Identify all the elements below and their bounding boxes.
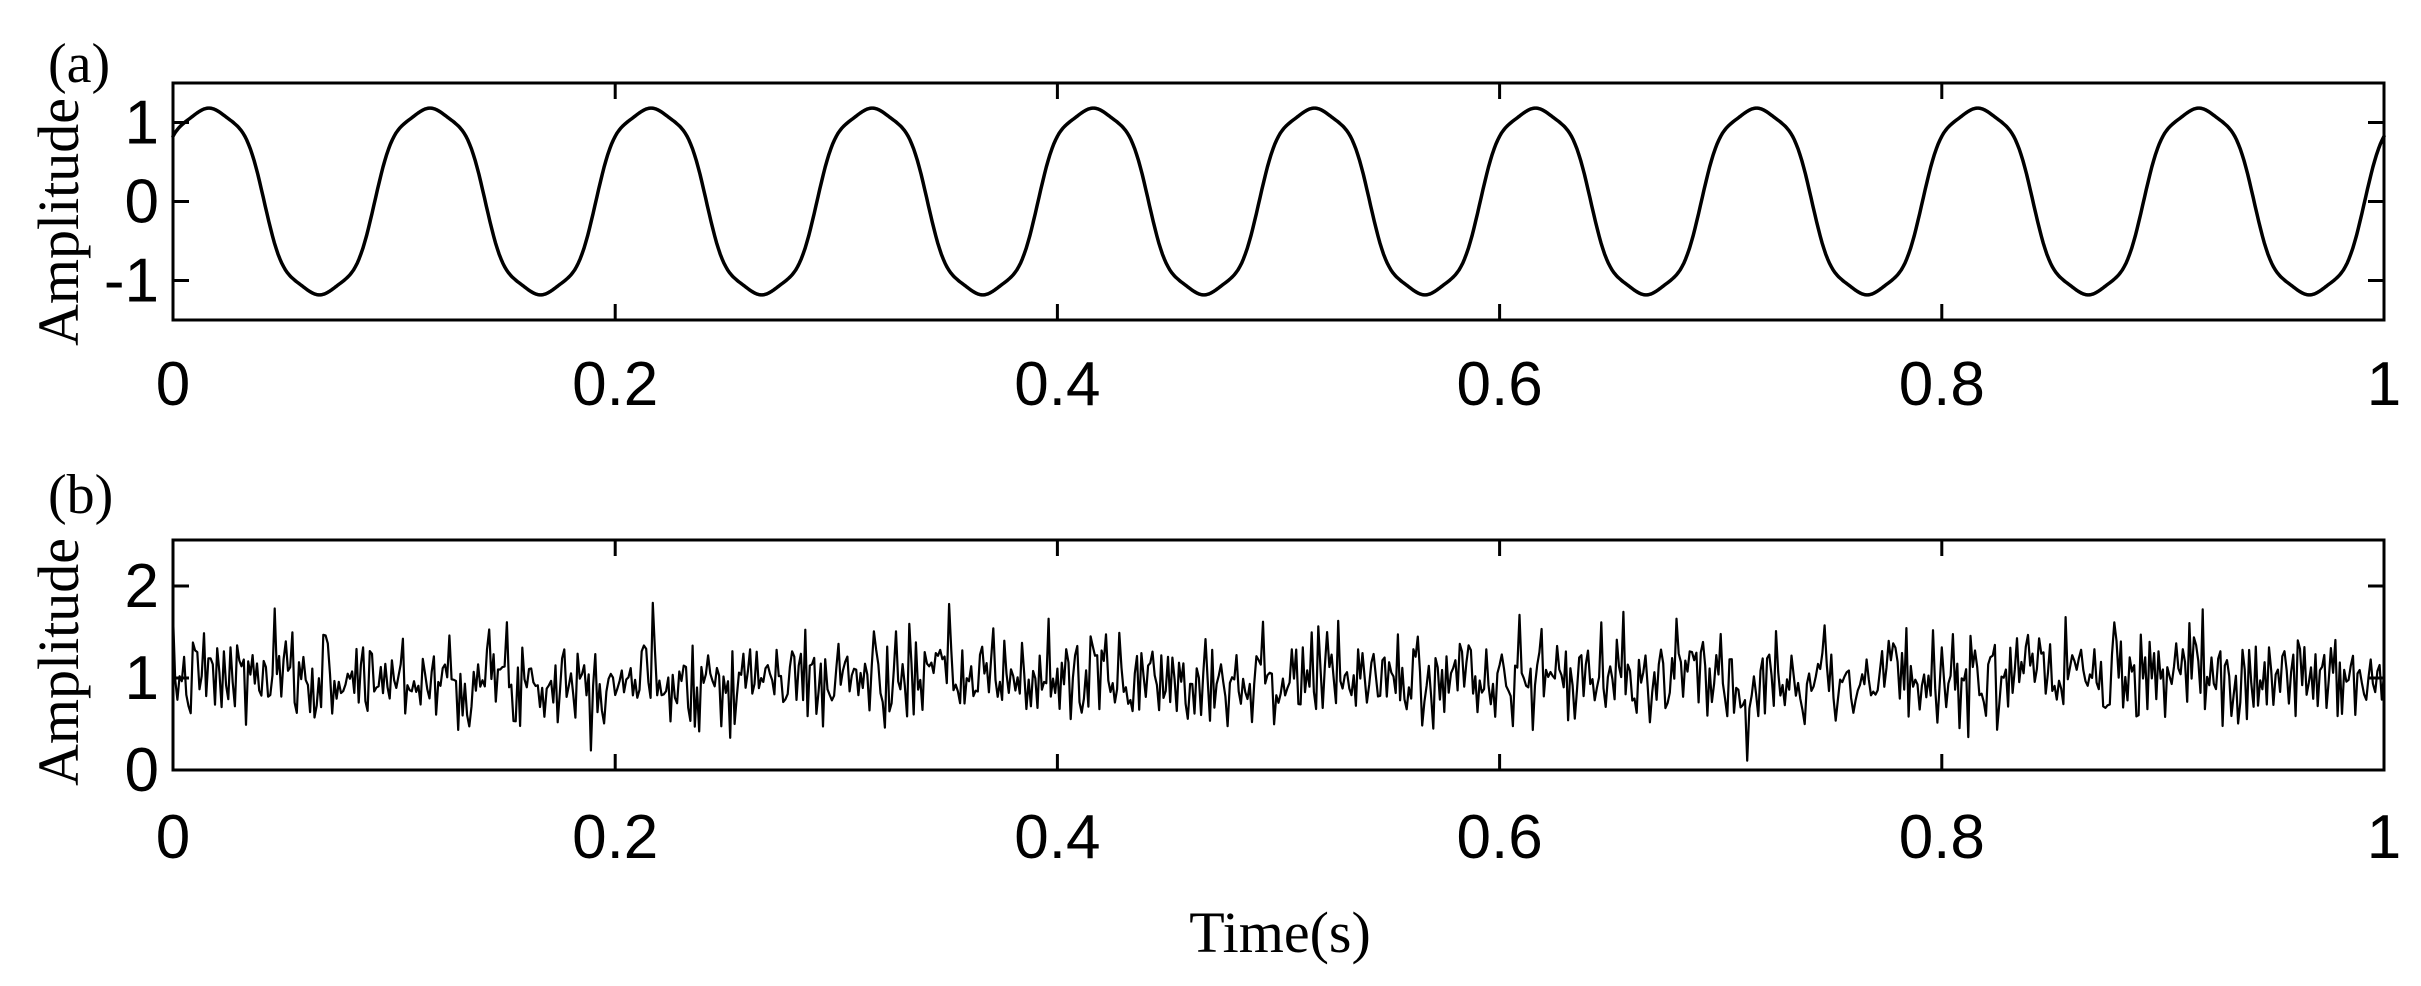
panel-a-tick-labels: 0 0.2 0.4 0.6 0.8 1 -1 0 1 <box>104 89 2401 420</box>
panel-b: (b) Amplitude 0 0.2 0.4 0.6 0.8 1 0 1 2 Time(s) <box>26 464 2401 965</box>
x-tick-label: 0.2 <box>572 350 658 419</box>
panel-b-noise-line <box>171 601 2386 762</box>
x-tick-label: 0.4 <box>1014 803 1100 872</box>
x-tick-label: 0.2 <box>572 803 658 872</box>
x-tick-label: 1 <box>2367 803 2401 872</box>
panel-b-xlabel: Time(s) <box>1189 900 1371 965</box>
y-tick-label: 1 <box>125 644 159 713</box>
panel-b-ylabel: Amplitude <box>26 538 91 786</box>
x-tick-label: 1 <box>2367 350 2401 419</box>
y-tick-label: 2 <box>125 552 159 621</box>
x-tick-label: 0 <box>156 350 190 419</box>
panel-b-tick-labels: 0 0.2 0.4 0.6 0.8 1 0 1 2 <box>125 552 2402 872</box>
y-tick-label: 0 <box>125 736 159 805</box>
y-tick-label: 0 <box>125 168 159 237</box>
y-tick-label: 1 <box>125 89 159 158</box>
panel-b-label: (b) <box>48 464 113 526</box>
panel-b-axes-frame <box>171 538 2386 772</box>
y-tick-label: -1 <box>104 247 159 316</box>
panel-a-ticks <box>171 83 2386 320</box>
x-tick-label: 0.6 <box>1456 350 1542 419</box>
panel-a-axes-frame <box>171 81 2386 322</box>
x-tick-label: 0.8 <box>1899 350 1985 419</box>
panel-a-label: (a) <box>48 33 110 95</box>
x-tick-label: 0.6 <box>1456 803 1542 872</box>
x-tick-label: 0.8 <box>1899 803 1985 872</box>
panel-a-ylabel: Amplitude <box>26 98 91 346</box>
panel-a: (a) Amplitude 0 0.2 0.4 0.6 0.8 1 -1 0 1 <box>26 33 2401 419</box>
x-tick-label: 0 <box>156 803 190 872</box>
x-tick-label: 0.4 <box>1014 350 1100 419</box>
panel-a-square-wave-line <box>171 106 2386 297</box>
